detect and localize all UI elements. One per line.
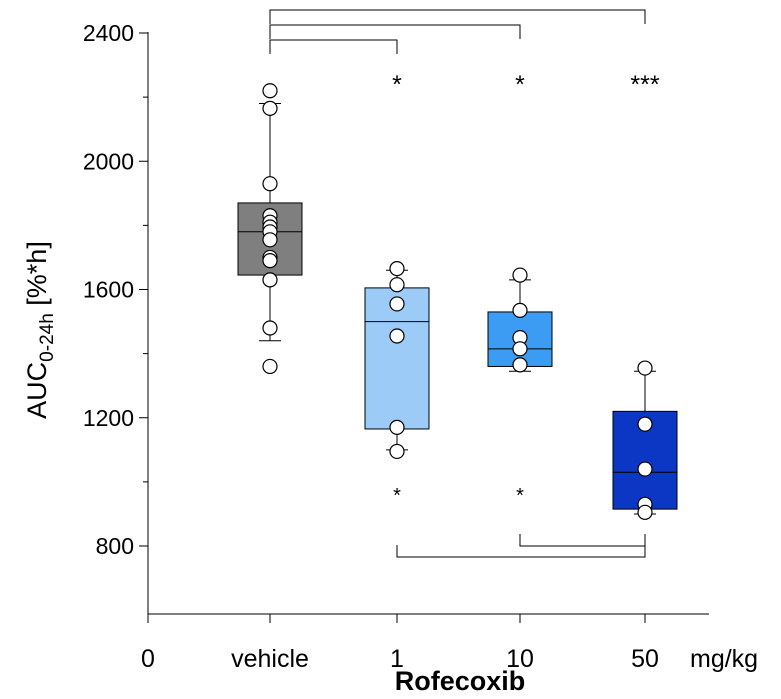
data-point: [512, 302, 528, 318]
y-tick-label: 2000: [83, 148, 134, 174]
y-tick-label: 1200: [83, 405, 134, 431]
y-axis-title: AUC0-24h [%*h]: [22, 241, 58, 419]
data-point: [262, 100, 278, 116]
significance-label-bottom: *: [393, 485, 401, 507]
data-point: [389, 443, 405, 460]
data-point: [262, 232, 278, 248]
x-tick-label: vehicle: [231, 645, 309, 673]
bottom-bracket: [396, 545, 646, 558]
x-axis-title: Rofecoxib: [395, 666, 526, 696]
y-tick-label: 800: [96, 533, 134, 559]
data-point: [262, 320, 278, 336]
significance-label-top: *: [392, 71, 402, 99]
y-tick-label: 2400: [83, 20, 134, 46]
y-axis-title-subscript: 0-24h: [37, 313, 58, 362]
data-point: [262, 253, 278, 269]
data-point: [262, 83, 278, 99]
y-axis-title-unit: [%*h]: [22, 241, 52, 313]
significance-brackets: * * **** *: [269, 9, 660, 558]
data-point: [637, 416, 653, 432]
x-unit-label: mg/kg: [690, 645, 758, 673]
data-point: [637, 504, 653, 520]
x-tick-label: 50: [631, 645, 659, 673]
data-point: [389, 277, 405, 293]
significance-label-bottom: *: [516, 485, 524, 507]
y-axis-title-main: AUC: [22, 362, 52, 419]
data-point: [262, 176, 278, 192]
data-points: [262, 83, 653, 520]
x-tick-label: 10: [506, 645, 534, 673]
data-point: [389, 296, 405, 312]
data-point: [262, 358, 278, 375]
x-zero-label: 0: [141, 645, 155, 673]
data-point: [637, 461, 653, 477]
data-point: [389, 328, 405, 344]
data-point: [637, 360, 653, 376]
axes: 800 1200 1600 2000 2400 vehicle 1 10 50: [83, 20, 709, 673]
bottom-bracket: [519, 534, 646, 547]
top-bracket: [269, 24, 521, 39]
significance-label-top: ***: [630, 71, 659, 99]
data-point: [512, 341, 528, 357]
top-bracket: [269, 9, 646, 24]
data-point: [389, 419, 405, 435]
y-tick-label: 1600: [83, 277, 134, 303]
data-point: [262, 272, 278, 288]
data-point: [389, 261, 405, 277]
data-point: [512, 357, 528, 373]
axis-labels: Rofecoxib AUC0-24h [%*h] 0 mg/kg: [22, 241, 758, 696]
data-point: [512, 267, 528, 283]
x-tick-label: 1: [390, 645, 404, 673]
top-bracket: [269, 39, 398, 54]
box-series: [237, 103, 678, 515]
significance-label-top: *: [515, 71, 525, 99]
